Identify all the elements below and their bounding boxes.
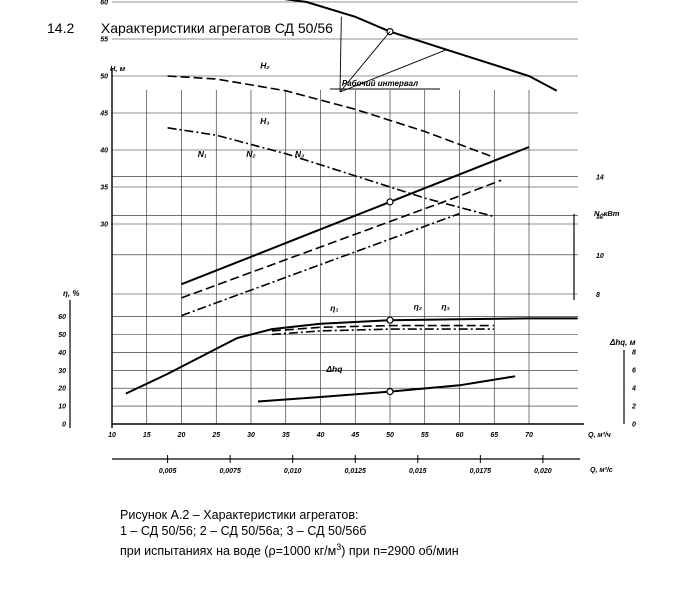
series-line xyxy=(181,179,502,299)
curve-label: N₃ xyxy=(295,149,304,159)
x-tick-label: 60 xyxy=(456,432,464,439)
x-tick-label: 10 xyxy=(108,432,116,439)
annotation-leader xyxy=(339,31,391,93)
y-power-tick-label: 12 xyxy=(596,214,604,221)
caption-line-3-post: ) при n=2900 об/мин xyxy=(341,544,459,559)
curve-label: N₁ xyxy=(198,149,207,159)
grid xyxy=(111,1,578,425)
y-head-tick-label: 30 xyxy=(100,222,108,229)
section-title: Характеристики агрегатов СД 50/56 xyxy=(100,20,333,36)
y-head-tick-label: 35 xyxy=(100,185,108,192)
y-head-tick-label: 50 xyxy=(100,74,108,81)
x2-tick-label: 0,0075 xyxy=(219,468,241,475)
y-npsh-tick-label: 2 xyxy=(631,404,636,411)
series-line xyxy=(167,127,495,218)
y-eff-tick-label: 10 xyxy=(58,404,66,411)
y-npsh-axis-label: Δhq, м xyxy=(609,338,636,347)
curve-label: H₂ xyxy=(260,61,270,71)
series-line xyxy=(167,75,495,159)
y-npsh-tick-label: 0 xyxy=(632,422,636,429)
y-eff-tick-label: 50 xyxy=(58,332,66,339)
curve-label: η₁ xyxy=(330,303,338,313)
caption-line-2: 1 – СД 50/56; 2 – СД 50/56а; 3 – СД 50/5… xyxy=(120,524,367,538)
operating-point-marker xyxy=(386,316,394,324)
annotation-leader xyxy=(339,16,342,93)
y-head-tick-label: 55 xyxy=(100,37,108,44)
curve-label: N₂ xyxy=(246,149,256,159)
y-power-tick-label: 10 xyxy=(596,253,604,260)
y-eff-tick-label: 30 xyxy=(58,368,66,375)
figure-caption: Рисунок А.2 – Характеристики агрегатов: … xyxy=(120,507,459,559)
x2-tick-label: 0,0125 xyxy=(345,468,367,475)
x-tick-label: 35 xyxy=(282,432,290,439)
operating-point-marker xyxy=(386,388,394,396)
x-tick-label: 55 xyxy=(421,432,429,439)
operating-point-marker xyxy=(386,198,394,206)
x-tick-label: 65 xyxy=(490,432,498,439)
y-power-tick-label: 8 xyxy=(596,292,600,299)
caption-line-3: при испытаниях на воде (ρ=1000 кг/м3) пр… xyxy=(120,539,459,559)
y-head-tick-label: 60 xyxy=(100,0,108,7)
series-line xyxy=(271,324,495,332)
series-line xyxy=(271,328,495,336)
x2-axis-label: Q, м³/с xyxy=(590,467,613,474)
y-eff-axis-label: η, % xyxy=(63,289,79,298)
y-npsh-tick-label: 4 xyxy=(631,386,636,393)
series-line xyxy=(125,317,578,395)
y-power-axis-label: N, кВт xyxy=(594,209,620,218)
caption-line-3-pre: при испытаниях на воде (ρ=1000 кг/м xyxy=(120,544,337,559)
series-line xyxy=(181,212,460,317)
y-npsh-tick-label: 8 xyxy=(632,350,636,357)
x2-tick-label: 0,015 xyxy=(409,468,427,475)
annotation-leader xyxy=(339,49,446,93)
caption-line-1: Рисунок А.2 – Характеристики агрегатов: xyxy=(120,508,359,522)
y-eff-tick-label: 60 xyxy=(58,314,66,321)
y-head-tick-label: 45 xyxy=(99,111,108,118)
working-interval-label: Рабочий интервал xyxy=(342,79,418,88)
x-tick-label: 50 xyxy=(386,432,394,439)
y-eff-tick-label: 40 xyxy=(57,350,66,357)
y-eff-tick-label: 0 xyxy=(62,422,66,429)
x2-tick-label: 0,005 xyxy=(159,468,177,475)
curve-label: η₃ xyxy=(441,301,450,311)
caption-line-3-sup: 3 xyxy=(336,542,342,552)
y-head-axis-label: H, м xyxy=(110,64,126,73)
section-number: 14.2 xyxy=(47,20,75,36)
x-tick-label: 20 xyxy=(177,432,186,439)
y-power-tick-label: 14 xyxy=(596,174,604,181)
x-tick-label: 70 xyxy=(525,432,533,439)
y-head-tick-label: 40 xyxy=(99,148,108,155)
y-eff-tick-label: 20 xyxy=(57,386,66,393)
x-tick-label: 45 xyxy=(350,432,359,439)
x2-tick-label: 0,010 xyxy=(284,468,302,475)
section-heading: 14.2 Характеристики агрегатов СД 50/56 xyxy=(47,20,333,36)
x2-tick-label: 0,020 xyxy=(534,468,552,475)
y-npsh-tick-label: 6 xyxy=(632,368,636,375)
curve-label: H₃ xyxy=(260,116,269,126)
x-axis-label: Q, м³/ч xyxy=(588,432,611,439)
series-line xyxy=(257,375,516,403)
x2-tick-label: 0,0175 xyxy=(470,468,492,475)
curve-label: Δhq xyxy=(325,364,343,374)
series-line xyxy=(181,146,530,286)
x-tick-label: 30 xyxy=(247,432,255,439)
x-tick-label: 25 xyxy=(211,432,220,439)
series-line xyxy=(283,0,558,92)
curve-label: η₂ xyxy=(414,301,423,311)
x-tick-label: 40 xyxy=(316,432,325,439)
x-tick-label: 15 xyxy=(143,432,151,439)
